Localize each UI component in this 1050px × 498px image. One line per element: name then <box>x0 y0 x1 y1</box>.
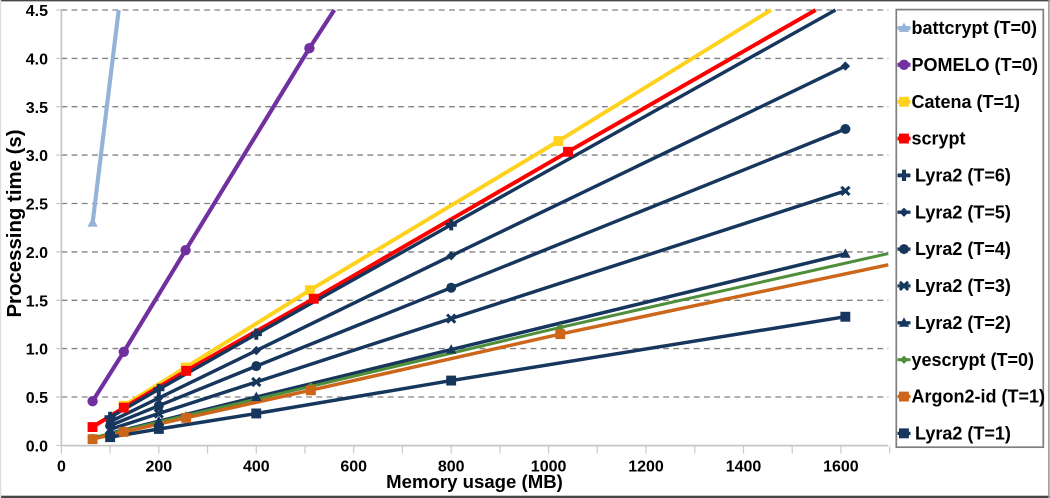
svg-text:4.5: 4.5 <box>26 3 48 20</box>
svg-text:Lyra2 (T=3): Lyra2 (T=3) <box>915 276 1011 296</box>
svg-text:Lyra2 (T=6): Lyra2 (T=6) <box>915 166 1011 186</box>
svg-text:1.5: 1.5 <box>26 293 48 310</box>
svg-text:0.5: 0.5 <box>26 390 48 407</box>
svg-text:Memory usage (MB): Memory usage (MB) <box>386 471 563 492</box>
svg-text:2.0: 2.0 <box>26 245 48 262</box>
svg-text:battcrypt (T=0): battcrypt (T=0) <box>912 18 1038 38</box>
svg-text:scrypt: scrypt <box>912 129 966 149</box>
svg-text:3.5: 3.5 <box>26 100 48 117</box>
svg-text:400: 400 <box>243 458 270 475</box>
svg-text:1.0: 1.0 <box>26 342 48 359</box>
svg-text:0.0: 0.0 <box>26 439 48 456</box>
svg-text:2.5: 2.5 <box>26 197 48 214</box>
svg-text:yescrypt (T=0): yescrypt (T=0) <box>912 350 1035 370</box>
svg-text:1600: 1600 <box>823 458 859 475</box>
svg-text:Catena (T=1): Catena (T=1) <box>912 92 1021 112</box>
svg-text:Lyra2 (T=5): Lyra2 (T=5) <box>915 202 1011 222</box>
svg-text:3.0: 3.0 <box>26 148 48 165</box>
svg-text:1200: 1200 <box>628 458 664 475</box>
svg-text:Lyra2 (T=1): Lyra2 (T=1) <box>915 424 1011 444</box>
svg-text:0: 0 <box>57 458 66 475</box>
svg-text:Lyra2 (T=4): Lyra2 (T=4) <box>915 239 1011 259</box>
svg-text:800: 800 <box>438 458 465 475</box>
svg-text:POMELO (T=0): POMELO (T=0) <box>912 55 1039 75</box>
svg-text:Lyra2 (T=2): Lyra2 (T=2) <box>915 313 1011 333</box>
svg-text:Argon2-id (T=1): Argon2-id (T=1) <box>912 387 1046 407</box>
svg-text:600: 600 <box>340 458 367 475</box>
svg-text:200: 200 <box>145 458 172 475</box>
svg-text:1000: 1000 <box>531 458 567 475</box>
svg-text:Processing time (s): Processing time (s) <box>4 129 26 317</box>
svg-text:4.0: 4.0 <box>26 52 48 69</box>
svg-text:1400: 1400 <box>726 458 762 475</box>
